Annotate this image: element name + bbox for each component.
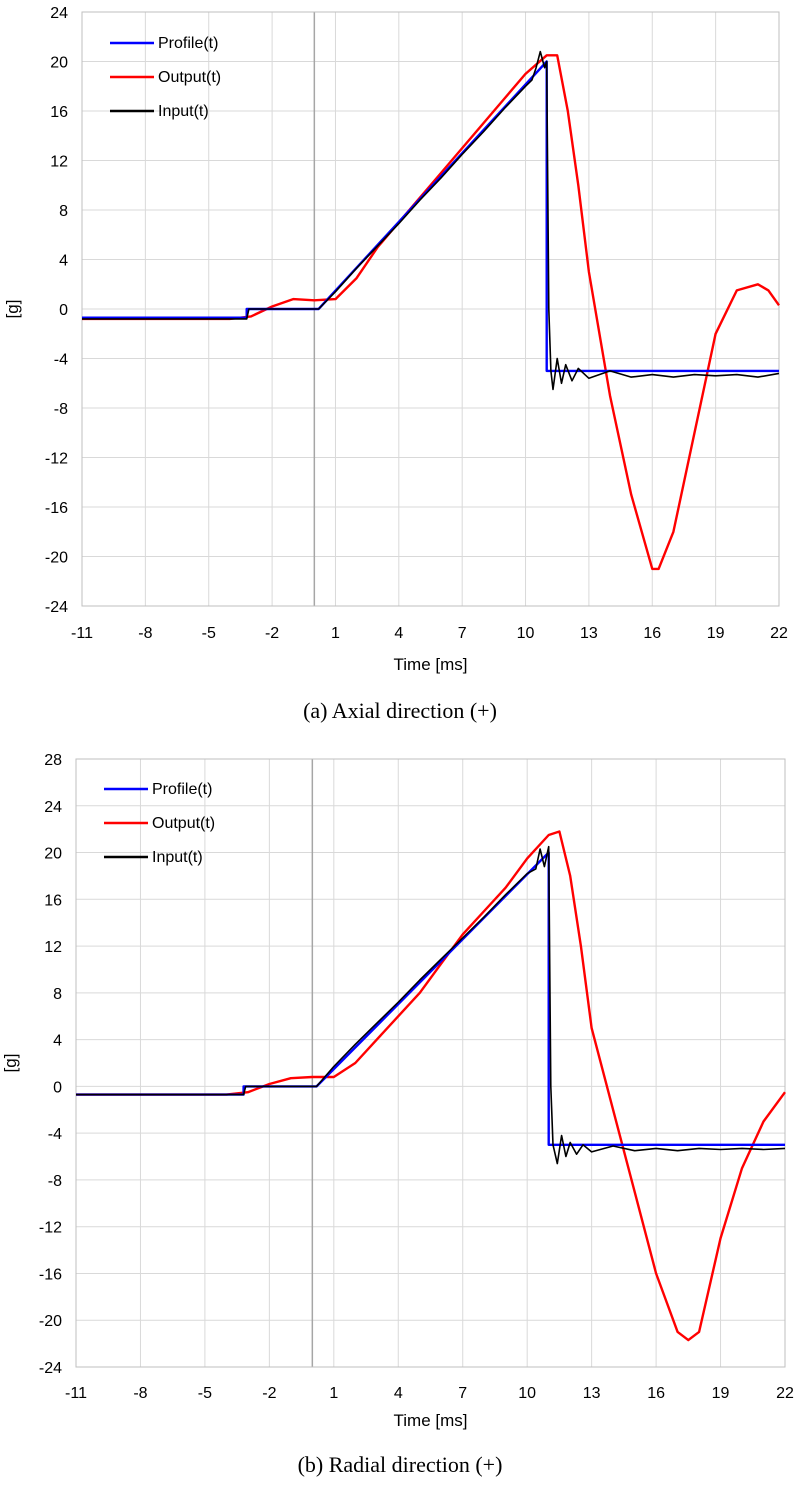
chart-a: -11 -8 -5 -2 1 4 7 10 13 16 19 22 -24 -20 -16 -12 -8 -4 0 4…	[3, 5, 788, 674]
y-tick-label: 20	[44, 846, 62, 863]
legend-label-output: Output(t)	[158, 69, 221, 86]
x-tick-label: 1	[331, 625, 340, 642]
x-tick-label: 10	[517, 625, 535, 642]
y-tick-label: -24	[39, 1360, 62, 1377]
x-tick-label: 7	[458, 1385, 467, 1402]
x-tick-label: 4	[394, 1385, 403, 1402]
series-line-input	[82, 50, 780, 391]
y-tick-label: 16	[50, 104, 68, 121]
series-line-output	[82, 54, 780, 571]
series-line-output	[76, 830, 786, 1342]
legend-label-input: Input(t)	[152, 849, 203, 866]
y-tick-label: 4	[53, 1033, 62, 1050]
y-tick-label: 12	[50, 154, 68, 171]
x-tick-label: 13	[583, 1385, 601, 1402]
x-tick-label: 10	[518, 1385, 536, 1402]
y-tick-label: 8	[53, 986, 62, 1003]
y-tick-label: -12	[45, 451, 68, 468]
y-tick-label: 28	[44, 752, 62, 769]
series-line-input	[76, 845, 786, 1165]
x-tick-label: -5	[202, 625, 216, 642]
y-tick-label: 0	[59, 302, 68, 319]
y-tick-label: -8	[48, 1173, 62, 1190]
x-tick-label: -2	[262, 1385, 276, 1402]
y-axis-label: [g]	[1, 1054, 20, 1073]
plot-frame	[81, 11, 780, 607]
y-tick-label: 24	[50, 5, 68, 22]
plot-frame	[75, 758, 786, 1368]
x-axis-label: Time [ms]	[394, 1411, 468, 1430]
y-tick-label: -20	[45, 550, 68, 567]
y-tick-label: 16	[44, 892, 62, 909]
chart-a-caption: (a) Axial direction (+)	[303, 698, 497, 723]
x-tick-label: -11	[71, 625, 93, 642]
y-tick-label: 20	[50, 55, 68, 72]
y-tick-label: 4	[59, 253, 68, 270]
x-tick-label: 16	[643, 625, 661, 642]
y-tick-label: -4	[48, 1126, 62, 1143]
x-tick-label: -2	[265, 625, 279, 642]
legend-label-profile: Profile(t)	[152, 781, 212, 798]
chart-b: -11 -8 -5 -2 1 4 7 10 13 16 19 22 -24 -20 -16 -12 -8 -4 0 4…	[1, 752, 794, 1430]
x-tick-label: -5	[198, 1385, 212, 1402]
legend-label-output: Output(t)	[152, 815, 215, 832]
legend-label-profile: Profile(t)	[158, 35, 218, 52]
chart-b-caption: (b) Radial direction (+)	[297, 1452, 503, 1477]
y-tick-label: -24	[45, 599, 68, 616]
x-tick-label: 1	[329, 1385, 338, 1402]
y-tick-label: 0	[53, 1079, 62, 1096]
x-tick-label: 22	[776, 1385, 794, 1402]
legend-label-input: Input(t)	[158, 103, 209, 120]
y-tick-label: 24	[44, 799, 62, 816]
series-line-profile	[76, 851, 785, 1147]
x-axis-label: Time [ms]	[394, 655, 468, 674]
y-tick-label: -8	[54, 401, 68, 418]
x-tick-label: 19	[712, 1385, 730, 1402]
x-tick-label: 16	[647, 1385, 665, 1402]
x-tick-label: -11	[65, 1385, 87, 1402]
y-tick-label: -4	[54, 352, 68, 369]
x-tick-label: -8	[138, 625, 152, 642]
y-tick-label: 8	[59, 203, 68, 220]
x-tick-label: 7	[458, 625, 467, 642]
x-tick-label: 4	[394, 625, 403, 642]
x-tick-label: -8	[133, 1385, 147, 1402]
x-tick-label: 22	[770, 625, 788, 642]
x-tick-label: 13	[580, 625, 598, 642]
y-tick-label: -16	[39, 1266, 62, 1283]
y-tick-label: -12	[39, 1220, 62, 1237]
y-tick-label: -20	[39, 1313, 62, 1330]
x-tick-label: 19	[707, 625, 725, 642]
y-tick-label: 12	[44, 939, 62, 956]
y-tick-label: -16	[45, 500, 68, 517]
y-axis-label: [g]	[3, 300, 22, 319]
